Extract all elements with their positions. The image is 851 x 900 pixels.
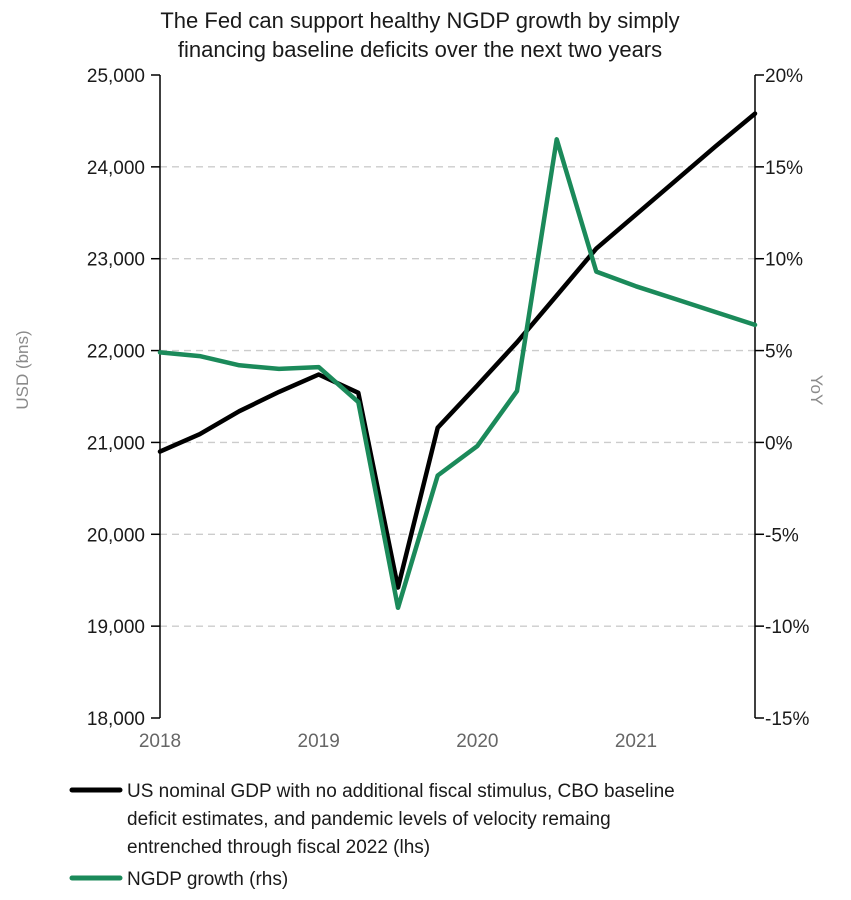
chart-title-line-2: financing baseline deficits over the nex… [178, 37, 662, 62]
series-lines [157, 111, 758, 611]
left-tick-label: 24,000 [87, 158, 145, 179]
right-tick-label: 20% [765, 66, 803, 87]
x-axis-ticks: 2018 2019 2020 2021 [139, 731, 657, 752]
left-axis-label: USD (bns) [13, 330, 32, 409]
left-tick-label: 21,000 [87, 433, 145, 454]
right-axis-ticks: -15% -10% -5% 0% 5% 10% 15% 20% [755, 66, 809, 730]
left-tick-label: 19,000 [87, 617, 145, 638]
right-tick-label: 5% [765, 342, 793, 363]
left-tick-label: 20,000 [87, 525, 145, 546]
left-tick-label: 25,000 [87, 66, 145, 87]
series-line-1 [157, 137, 758, 611]
legend-label-0: entrenched through fiscal 2022 (lhs) [127, 837, 430, 858]
right-axis-label: YoY [807, 375, 826, 406]
x-tick-label: 2018 [139, 731, 181, 752]
axes [159, 75, 756, 718]
legend: US nominal GDP with no additional fiscal… [69, 781, 675, 890]
x-tick-label: 2019 [298, 731, 340, 752]
left-tick-label: 23,000 [87, 250, 145, 271]
gridlines [160, 166, 755, 627]
x-tick-label: 2021 [615, 731, 657, 752]
legend-label-1: NGDP growth (rhs) [127, 869, 288, 890]
legend-label-0: deficit estimates, and pandemic levels o… [127, 809, 611, 830]
left-tick-label: 18,000 [87, 709, 145, 730]
series-line-0 [157, 111, 758, 590]
right-tick-label: 10% [765, 250, 803, 271]
right-tick-label: -15% [765, 709, 809, 730]
legend-label-0: US nominal GDP with no additional fiscal… [127, 781, 675, 802]
x-tick-label: 2020 [456, 731, 498, 752]
left-tick-label: 22,000 [87, 342, 145, 363]
left-axis-ticks: 18,000 19,000 20,000 21,000 22,000 23,000 24,0… [87, 66, 160, 730]
right-tick-label: -5% [765, 525, 799, 546]
chart-title-line-1: The Fed can support healthy NGDP growth … [160, 8, 679, 33]
right-tick-label: 0% [765, 433, 793, 454]
right-tick-label: 15% [765, 158, 803, 179]
right-tick-label: -10% [765, 617, 809, 638]
